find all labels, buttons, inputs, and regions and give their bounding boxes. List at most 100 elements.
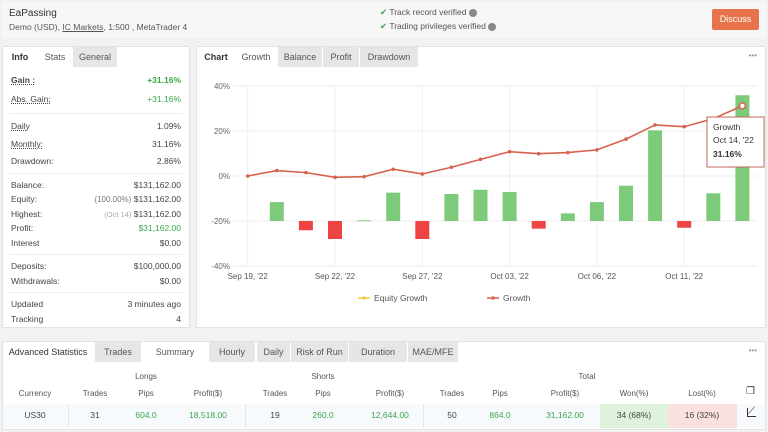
info-icon[interactable] xyxy=(488,22,497,31)
verified-trading-privileges: ✔ Trading privileges verified xyxy=(380,21,497,32)
discuss-button[interactable]: Discuss xyxy=(712,9,759,30)
column-header: Pips xyxy=(138,389,154,398)
bar xyxy=(502,191,517,221)
bar xyxy=(560,213,575,221)
stat-value: $131,162.00 xyxy=(133,180,181,190)
info-icon[interactable] xyxy=(468,8,477,17)
stat-deposits: Deposits: $100,000.00 xyxy=(11,259,181,273)
stat-value: 4 xyxy=(176,314,181,324)
stat-value: $0.00 xyxy=(159,238,181,248)
account-meta: , 1:500 , MetaTrader 4 xyxy=(103,22,188,32)
bar xyxy=(648,130,663,221)
growth-point xyxy=(624,137,628,141)
stat-label: Profit: xyxy=(11,223,34,233)
group-header: Total xyxy=(578,372,596,381)
divider xyxy=(9,173,183,174)
y-tick-label: 20% xyxy=(214,127,230,136)
stat-value: $131,162.00 xyxy=(133,209,181,219)
tab-balance[interactable]: Balance xyxy=(278,47,322,67)
info-panel: Info Stats General Gain : +31.16% Abs. Ga… xyxy=(2,46,190,328)
growth-point xyxy=(449,165,454,170)
growth-point xyxy=(420,172,425,176)
column-header: Pips xyxy=(492,389,508,398)
chart-icon[interactable]: ⟋ xyxy=(747,406,756,417)
tooltip-box xyxy=(706,116,765,168)
stat-label[interactable]: Monthly: xyxy=(11,139,44,149)
tab-stats[interactable]: Stats xyxy=(37,47,73,67)
bar xyxy=(415,221,430,239)
table-cell: 604.0 xyxy=(135,410,157,420)
stat-label[interactable]: Gain : xyxy=(11,75,36,85)
tab-growth[interactable]: Growth xyxy=(235,47,277,67)
table-cell: 31,162.00 xyxy=(546,410,584,420)
column-header: Trades xyxy=(439,389,465,398)
table-cell: 31 xyxy=(90,410,100,420)
table-cell: 18,518.00 xyxy=(189,410,227,420)
tab-duration[interactable]: Duration xyxy=(349,342,407,362)
tab-summary[interactable]: Summary xyxy=(142,342,208,362)
bar xyxy=(357,220,372,222)
broker-link[interactable]: IC Markets xyxy=(62,22,104,32)
tab-profit[interactable]: Profit xyxy=(323,47,359,67)
bar xyxy=(531,221,546,229)
stat-daily: Daily 1.09% xyxy=(11,119,181,133)
row-background xyxy=(668,404,737,428)
legend-equity-growth[interactable]: Equity Growth xyxy=(374,293,428,303)
tab-mae-mfe[interactable]: MAE/MFE xyxy=(408,342,458,362)
tab-general[interactable]: General xyxy=(73,47,117,67)
bar xyxy=(706,193,721,221)
y-tick-label: -40% xyxy=(211,262,230,271)
x-tick-label: Sep 22, '22 xyxy=(315,272,356,281)
tab-hourly[interactable]: Hourly xyxy=(209,342,255,362)
column-divider xyxy=(423,404,424,428)
account-title: EaPassing xyxy=(9,8,57,19)
tab-risk-of-run[interactable]: Risk of Run xyxy=(291,342,348,362)
tab-advanced-statistics[interactable]: Advanced Statistics xyxy=(3,342,93,362)
stat-balance: Balance: $131,162.00 xyxy=(11,178,181,192)
x-tick-label: Oct 03, '22 xyxy=(490,272,529,281)
stat-highest: Highest: (Oct 14) $131,162.00 xyxy=(11,207,181,221)
chart-panel: Chart Growth Balance Profit Drawdown ••• xyxy=(196,46,766,328)
tab-drawdown[interactable]: Drawdown xyxy=(360,47,418,67)
copy-icon[interactable]: ❐ xyxy=(746,386,755,397)
stat-value: $100,000.00 xyxy=(133,261,181,271)
tab-chart[interactable]: Chart xyxy=(197,47,235,67)
check-icon: ✔ xyxy=(380,21,388,31)
tab-info[interactable]: Info xyxy=(3,47,37,67)
account-header: EaPassing Demo (USD), IC Markets, 1:500 … xyxy=(2,2,766,38)
stat-label[interactable]: Abs. Gain: xyxy=(11,94,51,104)
stat-label[interactable]: Daily xyxy=(11,121,30,131)
column-header: Trades xyxy=(262,389,288,398)
x-tick-label: Sep 27, '22 xyxy=(402,272,443,281)
y-tick-label: -20% xyxy=(211,217,230,226)
account-type: Demo (USD), xyxy=(9,22,61,32)
stat-label: Interest xyxy=(11,238,40,248)
stat-label: Withdrawals: xyxy=(11,276,60,286)
column-header: Lost(%) xyxy=(688,389,716,398)
chart-menu-button[interactable]: ••• xyxy=(748,51,757,60)
stat-equity: Equity: (100.00%) $131,162.00 xyxy=(11,192,181,206)
stat-note: (100.00%) xyxy=(94,195,132,204)
growth-point xyxy=(391,167,396,172)
group-header: Longs xyxy=(135,372,157,381)
column-header: Pips xyxy=(315,389,331,398)
tab-daily[interactable]: Daily xyxy=(257,342,290,362)
stat-tracking: Tracking 4 xyxy=(11,312,181,326)
bar xyxy=(298,221,313,231)
table-cell: 34 (68%) xyxy=(616,410,652,420)
growth-line xyxy=(247,105,743,179)
column-header: Trades xyxy=(82,389,108,398)
stat-label: Drawdown: xyxy=(11,156,54,166)
y-tick-label: 0% xyxy=(218,172,230,181)
column-divider xyxy=(245,404,246,428)
tab-trades[interactable]: Trades xyxy=(95,342,141,362)
stat-value: $0.00 xyxy=(159,276,181,286)
bar xyxy=(269,202,284,221)
stat-value: $131,162.00 xyxy=(133,194,181,204)
advanced-menu-button[interactable]: ••• xyxy=(748,346,757,355)
stat-label: Balance: xyxy=(11,180,45,190)
legend-growth[interactable]: Growth xyxy=(503,293,531,303)
column-header: Profit($) xyxy=(375,389,405,398)
legend-equity-growth-dot xyxy=(362,296,366,300)
